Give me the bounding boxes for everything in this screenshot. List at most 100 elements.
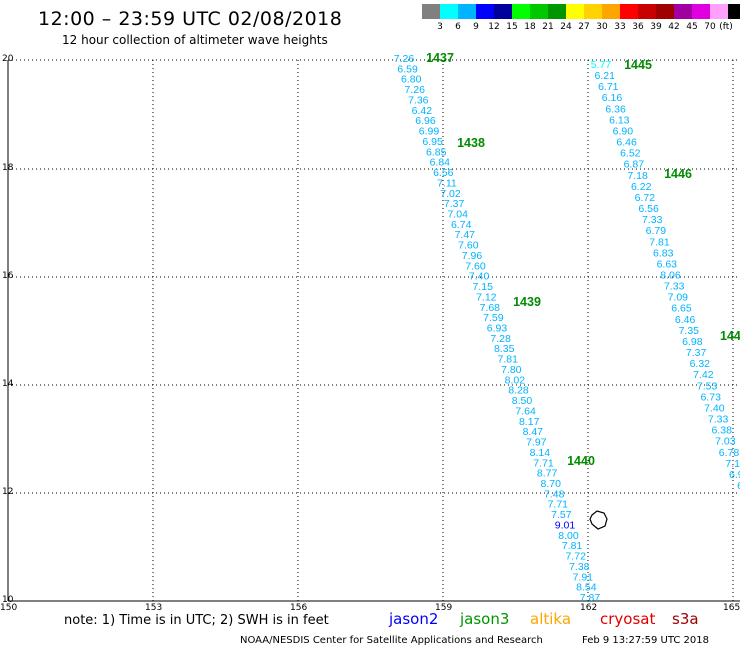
legend-swatch (476, 4, 494, 19)
longitude-label: 159 (435, 603, 453, 613)
swh-value: 7.68 (480, 302, 501, 314)
legend-swatch (422, 4, 440, 19)
swh-value: 6.32 (690, 358, 711, 370)
legend-label: 39 (650, 22, 662, 32)
swh-value: 7.60 (465, 260, 486, 272)
swh-value: 6.65 (671, 303, 692, 315)
swh-value: 8.17 (519, 416, 540, 428)
swh-value: 6.59 (397, 63, 418, 75)
swh-value: 6 (737, 480, 740, 492)
swh-value: 7.81 (497, 354, 518, 366)
swh-value: 7.09 (668, 292, 689, 304)
satellite-jason3: jason3 (460, 610, 510, 628)
note-text: note: 1) Time is in UTC; 2) SWH is in fe… (64, 613, 329, 628)
latitude-label: 12 (2, 487, 14, 497)
satellite-s3a: s3a (672, 610, 699, 628)
swh-value: 7.12 (476, 291, 497, 303)
legend-swatch (638, 4, 656, 19)
swh-value: 6.87 (624, 159, 645, 171)
legend-swatch (728, 4, 740, 19)
swh-value: 7.47 (455, 229, 476, 241)
swh-value: 8.50 (512, 395, 533, 407)
legend-swatch (710, 4, 728, 19)
longitude-label: 156 (290, 603, 308, 613)
swh-value: 8.28 (508, 385, 529, 397)
legend-label: 33 (614, 22, 626, 32)
swh-value: 6.56 (638, 203, 659, 215)
swh-value: 6.90 (613, 126, 634, 138)
legend-swatch (674, 4, 692, 19)
swh-value: 7.15 (472, 281, 493, 293)
swh-value: 6.16 (602, 92, 623, 104)
swh-value: 7.33 (664, 281, 685, 293)
swh-value: 6.9 (729, 469, 740, 481)
swh-value: 7.53 (697, 380, 718, 392)
legend-label: 15 (506, 22, 518, 32)
latitude-label: 16 (2, 271, 14, 281)
swh-value: 7.64 (515, 405, 536, 417)
legend-label: 6 (455, 22, 461, 32)
legend-unit: (ft) (719, 22, 733, 32)
swh-value: 8.47 (523, 426, 544, 438)
swh-value: 7.40 (469, 271, 490, 283)
longitude-label: 150 (0, 603, 18, 613)
pass-number: 144 (720, 329, 740, 343)
swh-value: 7.72 (565, 551, 586, 563)
latitude-label: 10 (2, 595, 14, 605)
island-coastline (589, 510, 608, 530)
longitude-label: 162 (580, 603, 598, 613)
pass-number: 1445 (624, 58, 652, 72)
swh-value: 6.38 (711, 425, 732, 437)
satellite-jason2: jason2 (389, 610, 439, 628)
swh-value: 6.83 (653, 247, 674, 259)
footer-credit: NOAA/NESDIS Center for Satellite Applica… (240, 635, 543, 646)
swh-value: 6.63 (657, 258, 678, 270)
swh-value: 7.91 (573, 571, 594, 583)
longitude-label: 165 (723, 603, 740, 613)
satellite-cryosat: cryosat (600, 610, 656, 628)
swh-value: 7.35 (679, 325, 700, 337)
legend-swatch (458, 4, 476, 19)
legend-label: 21 (542, 22, 554, 32)
swh-value: 7.59 (483, 312, 504, 324)
swh-value: 7.33 (708, 414, 729, 426)
longitude-label: 153 (145, 603, 163, 613)
swh-value: 6.80 (401, 74, 422, 86)
swh-value: 7.81 (562, 540, 583, 552)
swh-value: 8.70 (540, 478, 561, 490)
legend-label: 12 (488, 22, 500, 32)
swh-value: 7.36 (408, 95, 429, 107)
swh-value: 9.01 (555, 519, 576, 531)
latitude-label: 18 (2, 163, 14, 173)
footer-timestamp: Feb 9 13:27:59 UTC 2018 (582, 635, 709, 646)
swh-value: 8.06 (660, 270, 681, 282)
swh-value: 8.54 (576, 582, 597, 594)
swh-value: 7.1 (725, 458, 740, 470)
swh-value: 6.52 (620, 148, 641, 160)
legend-swatch (620, 4, 638, 19)
swh-value: 7.26 (394, 53, 415, 65)
swh-value: 7.80 (501, 364, 522, 376)
legend-label: 42 (668, 22, 680, 32)
swh-value: 6.21 (594, 70, 615, 82)
swh-value: 7.71 (533, 457, 554, 469)
pass-number: 1439 (513, 295, 541, 309)
legend-label: 24 (560, 22, 572, 32)
map-grid (7, 59, 740, 602)
legend-label: 30 (596, 22, 608, 32)
legend-swatch (656, 4, 674, 19)
swh-value: 6.71 (598, 81, 619, 93)
swh-value: 6.13 (609, 114, 630, 126)
swh-value: 7.38 (569, 561, 590, 573)
swh-value: 6.93 (487, 323, 508, 335)
legend-swatch (602, 4, 620, 19)
swh-value: 7.48 (544, 488, 565, 500)
swh-value: 6.46 (616, 137, 637, 149)
legend-label: 36 (632, 22, 644, 32)
swh-value: 6.36 (605, 103, 626, 115)
island-outline (589, 510, 608, 530)
swh-value: 6.42 (412, 105, 433, 117)
swh-value: 7.33 (642, 214, 663, 226)
pass-number: 1440 (567, 454, 595, 468)
swh-value: 7.40 (704, 402, 725, 414)
